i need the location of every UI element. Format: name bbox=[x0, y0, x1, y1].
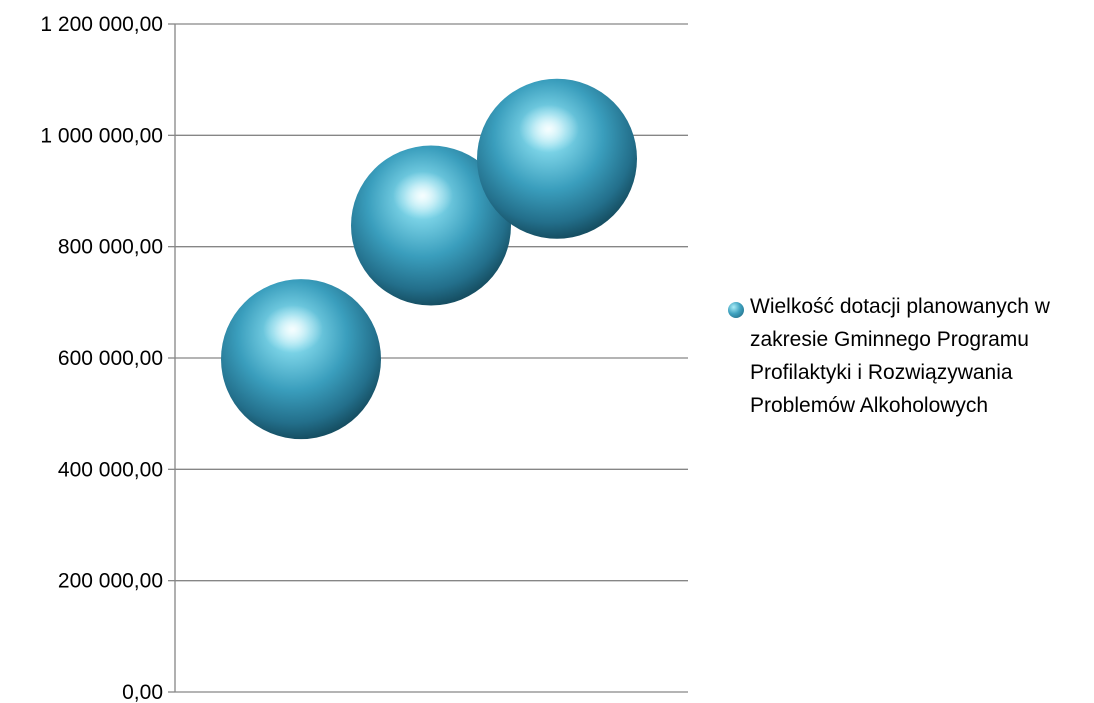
data-bubble bbox=[221, 279, 381, 440]
data-bubble bbox=[351, 145, 511, 306]
bubble-body bbox=[477, 78, 637, 239]
data-bubble bbox=[477, 78, 637, 239]
y-tick-label: 200 000,00 bbox=[58, 570, 163, 593]
y-tick-label: 400 000,00 bbox=[58, 458, 163, 481]
bubble-highlight bbox=[393, 171, 453, 220]
legend-label: Wielkość dotacji planowanych w zakresie … bbox=[750, 295, 1050, 417]
y-tick-label: 0,00 bbox=[122, 681, 163, 703]
data-marks bbox=[221, 78, 637, 440]
legend-marker-icon bbox=[728, 302, 744, 318]
bubble-highlight bbox=[263, 305, 323, 354]
y-tick-label: 600 000,00 bbox=[58, 347, 163, 370]
bubble-body bbox=[351, 145, 511, 306]
y-axis-ticks: 0,00 200 000,00 400 000,00 600 000,00 800 00… bbox=[40, 13, 175, 703]
y-tick-label: 1 000 000,00 bbox=[40, 124, 163, 147]
bubble-body bbox=[221, 279, 381, 440]
y-tick-label: 800 000,00 bbox=[58, 236, 163, 259]
bubble-highlight bbox=[519, 104, 579, 153]
y-tick-label: 1 200 000,00 bbox=[40, 13, 163, 36]
